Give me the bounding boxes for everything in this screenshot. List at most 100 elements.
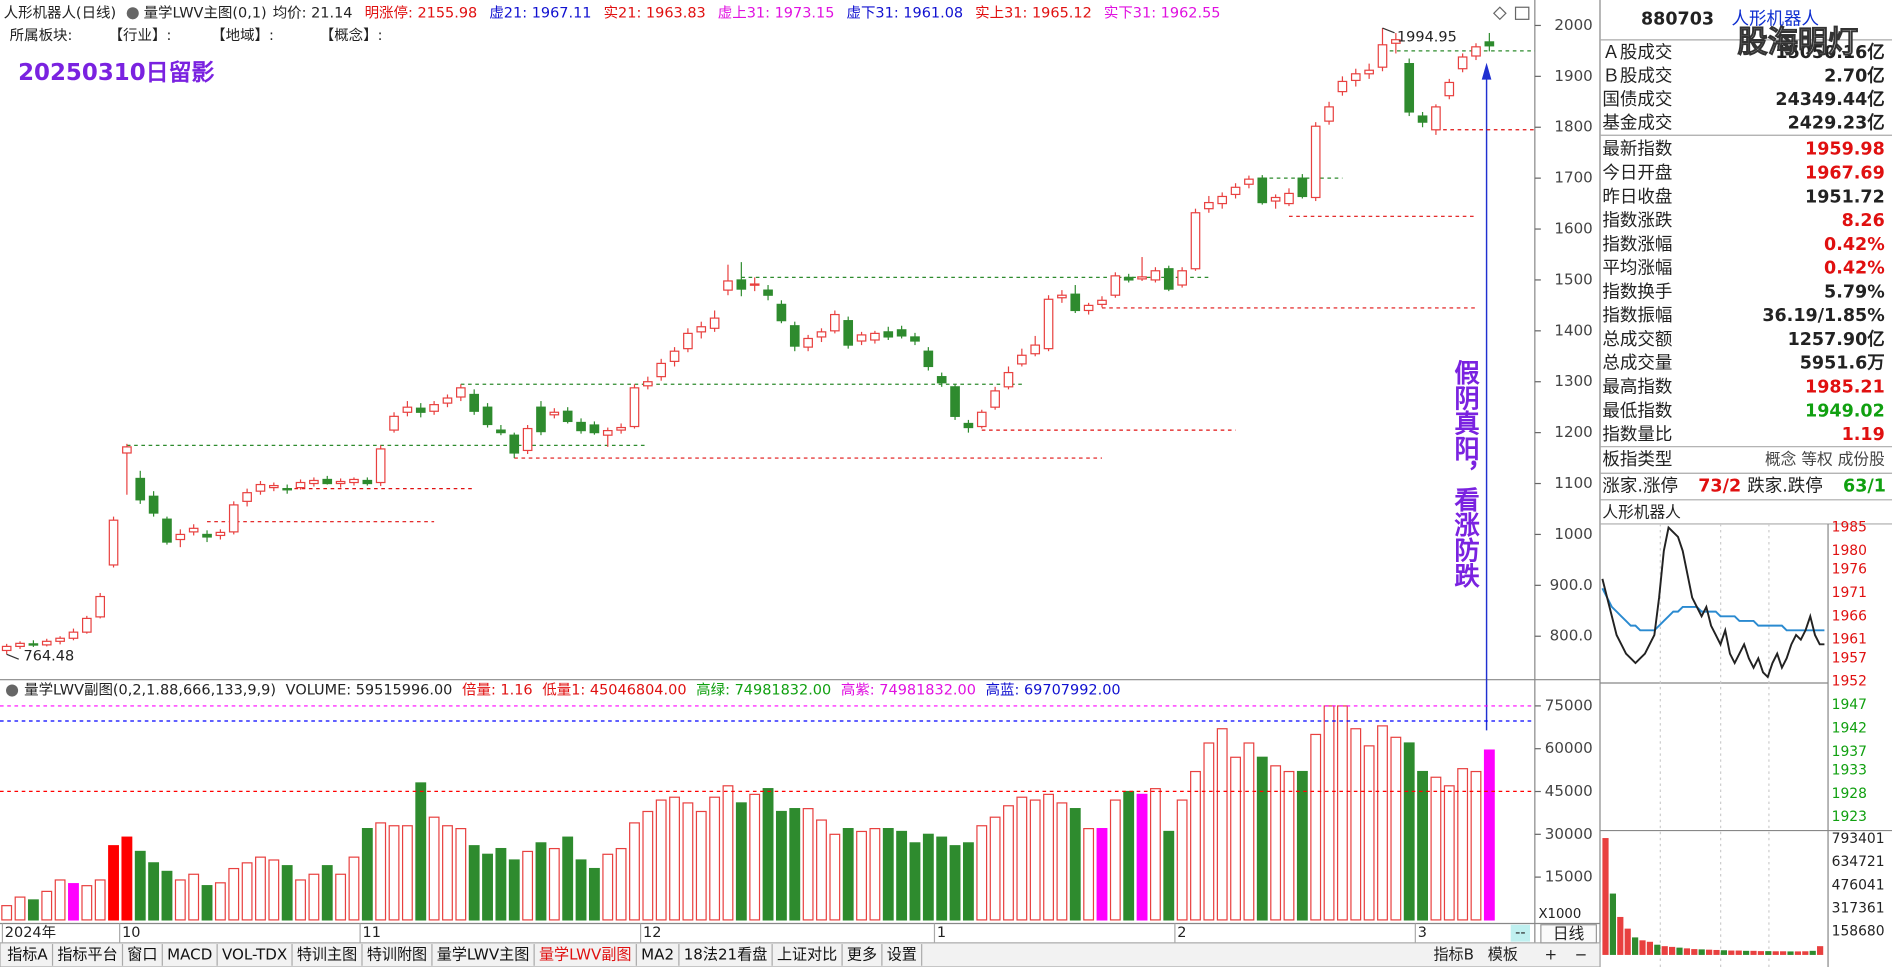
candle-body [28,643,39,646]
tab[interactable]: 窗口 [127,945,157,963]
mini-volume-bar [1661,946,1668,955]
tab[interactable]: 设置 [887,945,917,963]
volume-bar [1323,705,1335,921]
tab[interactable]: 指标A [7,945,48,963]
volume-bar [468,845,480,921]
mini-volume-bar [1676,947,1683,955]
tab[interactable]: 指标平台 [57,945,117,963]
candle-body [335,480,346,485]
sector-label: 【行业】: [109,27,172,44]
candle-body [228,504,239,533]
volume-bar [1310,733,1322,921]
volume-bar [615,847,627,921]
mini-volume-bar [1698,949,1705,955]
volume-bar [1109,799,1121,921]
tab[interactable]: 上证对比 [777,945,837,963]
mini-title: 人形机器人 [1602,503,1681,522]
candle-body [1337,80,1348,93]
mini-tick-label: 1976 [1832,562,1867,578]
candle-body [549,411,560,416]
date-label: 10 [122,925,140,941]
tab[interactable]: VOL-TDX [222,945,287,963]
panel-value: 1959.98 [1805,140,1885,160]
candle-body [482,406,493,426]
candle-body [1,645,12,652]
volume-bar [482,853,493,921]
panel-value: 8.26 [1842,211,1885,231]
volume-bar [1203,742,1215,921]
candle-body [295,481,306,489]
tab[interactable]: 量学LWV主图 [437,945,530,963]
candle-body [349,478,359,484]
volume-bar [936,836,948,921]
tab-bar [0,942,1601,967]
candle-body [1404,63,1415,113]
tab[interactable]: MA2 [641,945,674,963]
mini-volume-bar [1794,951,1802,955]
volume-bar [856,830,867,921]
y-tick-label: 1600 [1554,220,1592,238]
period[interactable]: 日线 [1553,924,1585,943]
tab[interactable]: 指标B [1433,945,1474,963]
period-button[interactable] [1540,924,1597,944]
volume-bar [161,870,173,921]
mini-vtick-label: 793401 [1832,831,1885,847]
tab[interactable]: + [1544,945,1557,963]
tab[interactable]: MACD [167,945,212,963]
volume-bar [695,810,707,921]
panel-value: 1257.90亿 [1788,329,1885,350]
tab[interactable]: − [1575,945,1588,963]
candle-body [936,376,947,384]
candle-body [95,595,106,618]
volume-bar [1443,785,1455,921]
type-label: 板指类型 [1602,450,1672,470]
tab[interactable]: 特训主图 [297,945,357,963]
panel-label: 最高指数 [1602,378,1672,398]
header-stat: 实上31: 1965.12 [975,4,1092,21]
panel-value: 1.19 [1842,425,1885,445]
candle-body [1083,304,1094,312]
candle-body [1284,192,1294,205]
volume-bar [1216,728,1228,921]
candle-body [803,337,813,348]
window-icon [1514,6,1530,20]
volume-bar [922,833,934,921]
mini-tick-label: 1928 [1832,786,1867,802]
candle-body [683,332,693,350]
tab[interactable]: 更多 [847,945,877,963]
volume-bar [709,796,721,921]
header-stat: 实21: 1963.83 [604,4,706,21]
volume-bar [321,865,333,921]
candle-body [309,479,319,485]
volume-header: 低量1: 45046804.00 [542,682,686,699]
candle-body [963,422,974,429]
tab[interactable]: 18法21看盘 [684,945,768,963]
candle-body [469,393,480,412]
volume-bar [588,867,600,921]
date-label: 2024年 [5,924,56,941]
volume-bar [762,788,774,921]
header-stat: 虚上31: 1973.15 [718,4,835,21]
candle-body [1150,270,1161,281]
volume-bar [749,793,761,921]
volume-bar [442,825,453,921]
tab[interactable]: 量学LWV副图 [539,945,632,963]
indicator-icon [6,684,19,697]
volume-bar [495,847,507,921]
volume-bar [335,873,347,921]
sector-label: 【地域】: [211,27,274,44]
annotation: 假阴真阳，看涨防跌 [1451,360,1481,589]
panel-value: 1949.02 [1805,401,1885,421]
tab[interactable]: 特训附图 [367,945,427,963]
candle-body [856,334,867,342]
header-stat: 均价: 21.14 [273,4,353,21]
volume-bar [829,833,841,921]
candle-body [456,387,466,398]
candle-body [122,446,132,454]
tab[interactable]: 模板 [1488,945,1518,963]
mini-tick-label: 1980 [1832,543,1867,559]
y-tick-label: 800.0 [1550,627,1593,645]
mini-volume-bar [1609,893,1617,955]
volume-bar [188,873,200,921]
